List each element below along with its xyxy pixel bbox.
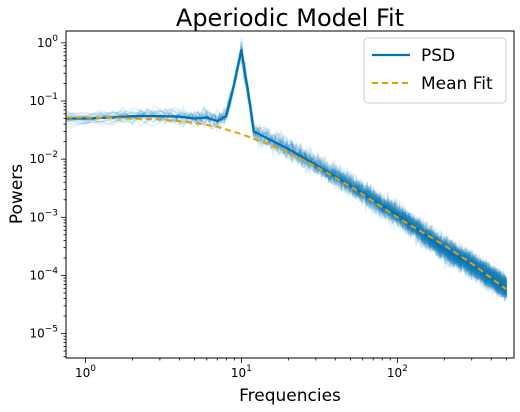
x-axis-ticks: 100 101 102	[75, 358, 507, 380]
psd-trace	[65, 52, 507, 298]
x-axis-label: Frequencies	[239, 386, 341, 406]
psd-trace	[65, 49, 507, 298]
psd-trace	[65, 38, 507, 296]
y-tick-label: 10−2	[29, 150, 58, 166]
psd-line	[66, 48, 507, 290]
psd-trace	[65, 41, 507, 294]
x-tick-label: 100	[75, 364, 96, 380]
y-tick-label: 10−4	[29, 266, 58, 282]
series-layer	[66, 48, 507, 291]
x-tick-label: 102	[387, 364, 408, 380]
y-tick-label: 10−3	[29, 208, 58, 224]
psd-trace	[65, 55, 507, 298]
legend-label-psd: PSD	[421, 46, 455, 66]
psd-trace	[65, 47, 507, 298]
chart-title: Aperiodic Model Fit	[176, 4, 404, 32]
legend: PSD Mean Fit	[363, 37, 507, 104]
y-tick-label: 100	[37, 34, 58, 50]
psd-trace	[65, 45, 507, 297]
y-tick-label: 10−5	[29, 325, 58, 341]
y-axis-label: Powers	[7, 164, 27, 224]
psd-trace	[65, 61, 507, 297]
psd-trace	[65, 52, 507, 297]
plot-frame	[65, 30, 515, 359]
legend-label-mean-fit: Mean Fit	[421, 74, 493, 94]
y-tick-label: 10−1	[29, 92, 58, 108]
y-axis-ticks: 10−5 10−4 10−3 10−2 10−1 100	[29, 34, 66, 358]
psd-trace	[65, 46, 507, 298]
x-tick-label: 101	[231, 364, 252, 380]
